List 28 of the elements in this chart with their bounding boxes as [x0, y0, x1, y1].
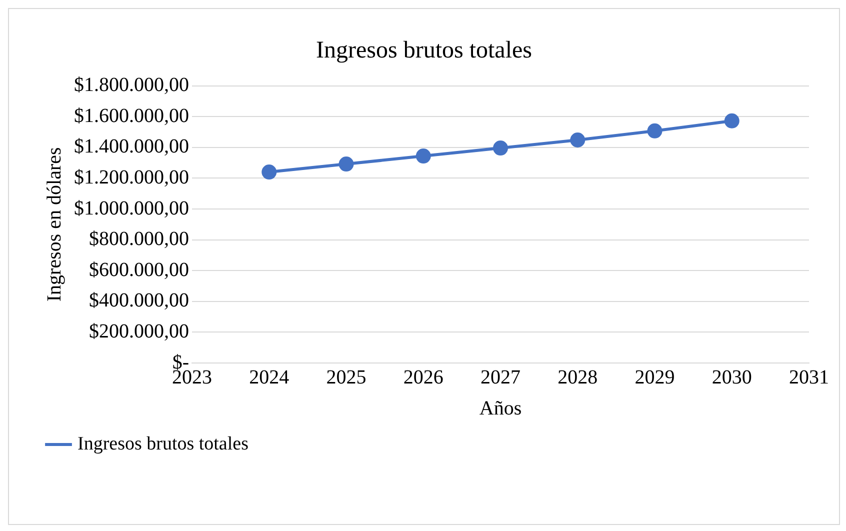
y-tick-label: $1.600.000,00 [74, 104, 189, 127]
y-tick-label: $1.800.000,00 [74, 74, 189, 96]
point [493, 140, 508, 156]
point [338, 156, 354, 172]
x-tick-label: 2025 [326, 366, 366, 388]
x-axis-title: Años [479, 397, 522, 420]
point [416, 148, 431, 164]
y-tick-label: $800.000,00 [89, 228, 189, 250]
x-tick-label: 2031 [789, 366, 829, 388]
point [262, 164, 277, 180]
x-tick-label: 2030 [712, 366, 752, 388]
y-tick-label: $1.400.000,00 [74, 136, 189, 158]
legend-label: Ingresos brutos totales [78, 433, 248, 454]
point [570, 132, 586, 148]
x-tick-label: 2027 [480, 366, 520, 388]
y-tick-label: $600.000,00 [89, 258, 189, 281]
x-tick-label: 2024 [249, 366, 290, 388]
y-tick-label: $1.200.000,00 [74, 166, 189, 188]
x-tick-label: 2028 [558, 366, 598, 388]
point [647, 123, 662, 138]
y-tick-label: $1.000.000,00 [74, 197, 189, 220]
x-tick-label: 2026 [403, 366, 444, 388]
x-tick-label: 2029 [634, 366, 675, 388]
y-tick-label: $400.000,00 [89, 290, 189, 312]
y-axis-title: Ingresos en dólares [43, 146, 66, 302]
chart-title: Ingresos brutos totales [316, 38, 532, 64]
point [724, 113, 740, 128]
y-tick-label: $200.000,00 [89, 320, 189, 342]
